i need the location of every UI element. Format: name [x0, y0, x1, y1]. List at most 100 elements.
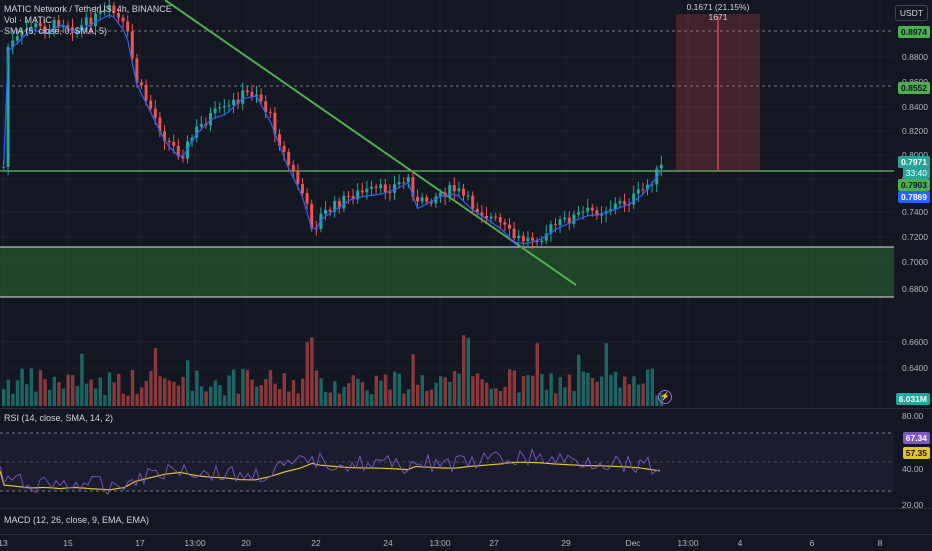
rsi-legend[interactable]: RSI (14, close, SMA, 14, 2): [4, 413, 114, 423]
volume-bar: [623, 376, 627, 406]
volume-bar: [199, 386, 204, 406]
candle-body: [600, 213, 603, 216]
volume-bar: [462, 335, 466, 406]
volume-bar: [140, 387, 144, 406]
price-tick-label: 0.6800: [902, 284, 928, 294]
volume-bar: [181, 377, 185, 406]
price-tick-label: 0.7200: [902, 232, 928, 242]
candle-body: [544, 233, 548, 241]
macd-legend[interactable]: MACD (12, 26, close, 9, EMA, EMA): [4, 515, 150, 525]
price-chart[interactable]: 0.88000.86000.84000.82000.80000.76000.74…: [0, 0, 932, 408]
candle-body: [471, 195, 475, 209]
volume-bar: [6, 379, 10, 406]
volume-bar: [255, 386, 259, 406]
candle-body: [213, 108, 217, 114]
candle-body: [508, 224, 511, 229]
candle-body: [411, 177, 415, 197]
macd-pane[interactable]: [0, 508, 932, 535]
volume-bar: [328, 392, 332, 406]
candle-body: [632, 193, 636, 205]
candle-body: [429, 201, 433, 204]
candle-body: [337, 200, 341, 209]
descending-trendline: [164, 0, 577, 286]
candle-body: [439, 192, 442, 197]
candle-body: [43, 26, 47, 35]
volume-bar: [512, 370, 516, 406]
volume-bar: [370, 394, 374, 406]
volume-bar: [94, 388, 98, 406]
price-tick-label: 0.7400: [902, 207, 928, 217]
candle-body: [466, 195, 470, 197]
candle-body: [301, 183, 304, 194]
candle-body: [595, 210, 599, 216]
candle-body: [34, 23, 38, 28]
candle-body: [480, 212, 484, 216]
volume-bar: [466, 337, 470, 406]
volume-bar: [259, 385, 263, 406]
candle-body: [121, 17, 125, 22]
rsi-tick-label: 40.00: [902, 464, 924, 474]
candle-body: [646, 184, 649, 190]
volume-bar: [452, 370, 457, 406]
volume-bar: [609, 374, 613, 406]
volume-bar: [439, 376, 443, 406]
candle-body: [20, 30, 24, 37]
candle-body: [282, 145, 286, 152]
candle-body: [278, 134, 281, 146]
volume-legend[interactable]: Vol · MATIC: [4, 15, 52, 25]
volume-bar: [167, 380, 171, 406]
candle-body: [167, 140, 171, 142]
volume-bar: [71, 375, 75, 406]
volume-bar: [600, 376, 604, 406]
time-axis[interactable]: 13 15 17 13:00 20 22 24 13:00 27 29 Dec 13:00 4 6 8: [0, 534, 932, 551]
candle-body: [291, 164, 295, 172]
candle-body: [558, 219, 562, 226]
price-pane[interactable]: 0.88000.86000.84000.82000.80000.76000.74…: [0, 0, 932, 408]
volume-bar: [190, 390, 194, 406]
candle-body: [618, 201, 622, 204]
volume-bar: [227, 375, 231, 406]
upper-target-tag: 0.8974: [898, 26, 930, 38]
volume-bar: [117, 373, 121, 406]
symbol-line[interactable]: MATIC Network / TetherUS, 4h, BINANCE: [4, 4, 172, 14]
candle-body: [25, 29, 28, 31]
candle-body: [259, 94, 263, 102]
candle-body: [347, 195, 350, 197]
volume-bar: [172, 381, 176, 406]
volume-bar: [448, 381, 452, 406]
candle-body: [172, 141, 176, 146]
volume-bar: [103, 394, 107, 406]
rsi-pane[interactable]: 80.00 40.00 20.00: [0, 408, 932, 509]
sma-legend[interactable]: SMA (5, close, 0, SMA, 5): [4, 26, 108, 36]
candle-body: [84, 17, 88, 26]
volume-bar: [29, 368, 33, 406]
currency-button[interactable]: USDT: [894, 5, 928, 21]
rsi-chart[interactable]: 80.00 40.00 20.00: [0, 409, 932, 509]
time-tick-label: 13: [0, 538, 8, 548]
volume-bar: [586, 372, 590, 406]
volume-bar: [411, 354, 415, 406]
mid-target-tag: 0.8552: [898, 82, 930, 94]
time-tick-label: 15: [63, 538, 73, 548]
candle-body: [563, 217, 567, 220]
time-tick-label: 20: [241, 538, 251, 548]
volume-bar: [581, 371, 585, 406]
candle-body: [190, 137, 194, 142]
volume-bar: [531, 375, 535, 406]
volume-bar: [604, 343, 608, 406]
candle-body: [80, 25, 84, 31]
candle-body: [586, 207, 590, 212]
candle-body: [521, 235, 525, 242]
candle-body: [425, 197, 429, 202]
candle-body: [549, 224, 553, 234]
candle-body: [356, 190, 360, 200]
candle-body: [613, 203, 617, 210]
candle-body: [420, 197, 424, 202]
lightning-icon[interactable]: ⚡: [658, 390, 672, 404]
candle-body: [498, 217, 502, 223]
candle-body: [75, 30, 79, 33]
volume-bar: [236, 393, 240, 406]
volume-bar: [397, 373, 401, 406]
volume-bar: [15, 380, 20, 406]
candle-body: [333, 200, 337, 212]
